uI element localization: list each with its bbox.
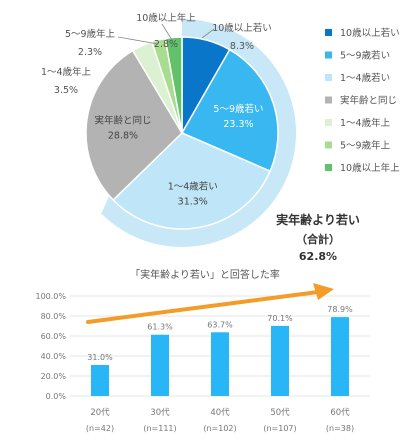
pie-slice bbox=[164, 36, 183, 134]
pie-chart: 5〜9歳若い 23.3% 1〜4歳若い 31.3% 実年齢と同じ 28.8% 10歳以上若い… bbox=[41, 12, 400, 260]
legend-label: 10歳以上年上 bbox=[340, 162, 400, 174]
annotation-subtitle: （合計） bbox=[296, 232, 340, 246]
legend-label: 1〜4歳年上 bbox=[340, 117, 391, 129]
pie-slice-value-label: 31.3% bbox=[178, 197, 208, 208]
bar bbox=[331, 317, 349, 396]
bar bbox=[91, 365, 109, 396]
y-tick-label: 80.0% bbox=[41, 312, 67, 321]
bar-chart-title: 「実年齢より若い」と回答した率 bbox=[130, 268, 280, 281]
legend-label: 1〜4歳若い bbox=[340, 72, 390, 84]
x-tick-label: 20代 bbox=[90, 407, 110, 418]
legend-swatch bbox=[325, 164, 332, 171]
pie-slice-value-label: 8.3% bbox=[230, 41, 254, 52]
leader-line bbox=[161, 23, 173, 41]
legend-label: 実年齢と同じ bbox=[340, 95, 397, 107]
leader-line bbox=[201, 28, 215, 39]
legend-swatch bbox=[325, 74, 332, 81]
pie-slice bbox=[85, 49, 183, 202]
legend-swatch bbox=[325, 51, 332, 59]
x-tick-label: 50代 bbox=[270, 407, 290, 418]
x-tick-label: 60代 bbox=[330, 407, 350, 418]
bar bbox=[151, 334, 169, 396]
legend-label: 10歳以上若い bbox=[340, 27, 400, 39]
pie-slice-category-label: 5〜9歳若い bbox=[213, 103, 263, 115]
y-tick-label: 60.0% bbox=[41, 332, 67, 341]
pie-slice-category-label: 10歳以上若い bbox=[212, 22, 272, 34]
pie-slice-value-label: 3.5% bbox=[54, 85, 78, 96]
x-tick-sample-size: (n=111) bbox=[143, 424, 176, 433]
pie-slice-value-label: 28.8% bbox=[108, 130, 138, 141]
bar-value-label: 70.1% bbox=[267, 314, 293, 323]
x-tick-label: 30代 bbox=[150, 407, 170, 418]
annotation-title: 実年齢より若い bbox=[276, 212, 360, 227]
x-tick-label: 40代 bbox=[210, 407, 230, 418]
bar-value-label: 31.0% bbox=[87, 353, 113, 362]
pie-slice bbox=[180, 48, 279, 173]
legend-swatch bbox=[325, 96, 332, 104]
leader-line bbox=[117, 36, 159, 45]
x-tick-sample-size: (n=107) bbox=[263, 424, 296, 433]
x-tick-sample-size: (n=38) bbox=[326, 424, 354, 433]
bar-value-label: 78.9% bbox=[327, 305, 353, 314]
legend-label: 5〜9歳年上 bbox=[340, 140, 391, 152]
pie-slice-value-label: 2.3% bbox=[78, 47, 102, 58]
y-tick-label: 40.0% bbox=[41, 352, 67, 361]
bar-value-label: 63.7% bbox=[207, 320, 233, 329]
legend-label: 5〜9歳若い bbox=[340, 50, 390, 62]
bar bbox=[271, 325, 289, 396]
y-tick-label: 0.0% bbox=[46, 392, 67, 401]
annotation-value: 62.8% bbox=[299, 250, 337, 260]
bar bbox=[211, 332, 229, 396]
legend-swatch bbox=[325, 29, 332, 36]
x-tick-sample-size: (n=102) bbox=[203, 424, 236, 433]
pie-slice-category-label: 実年齢と同じ bbox=[94, 114, 151, 126]
trend-arrow-head bbox=[313, 283, 334, 300]
y-tick-label: 20.0% bbox=[41, 372, 67, 381]
pie-slice bbox=[112, 132, 272, 230]
pie-slice-category-label: 1〜4歳年上 bbox=[41, 66, 92, 78]
bar-value-label: 61.3% bbox=[147, 323, 173, 332]
pie-slice-value-label: 2.8% bbox=[154, 39, 178, 50]
legend-swatch bbox=[325, 119, 332, 126]
pie-slice-category-label: 1〜4歳若い bbox=[168, 181, 218, 193]
pie-slice-category-label: 5〜9歳年上 bbox=[65, 28, 116, 40]
legend-swatch bbox=[325, 141, 332, 149]
trend-arrow-line bbox=[86, 290, 320, 324]
pie-slice-category-label: 10歳以上年上 bbox=[136, 12, 196, 24]
x-tick-sample-size: (n=42) bbox=[86, 424, 114, 433]
y-tick-label: 100.0% bbox=[35, 292, 66, 301]
pie-slice-value-label: 23.3% bbox=[223, 119, 253, 130]
